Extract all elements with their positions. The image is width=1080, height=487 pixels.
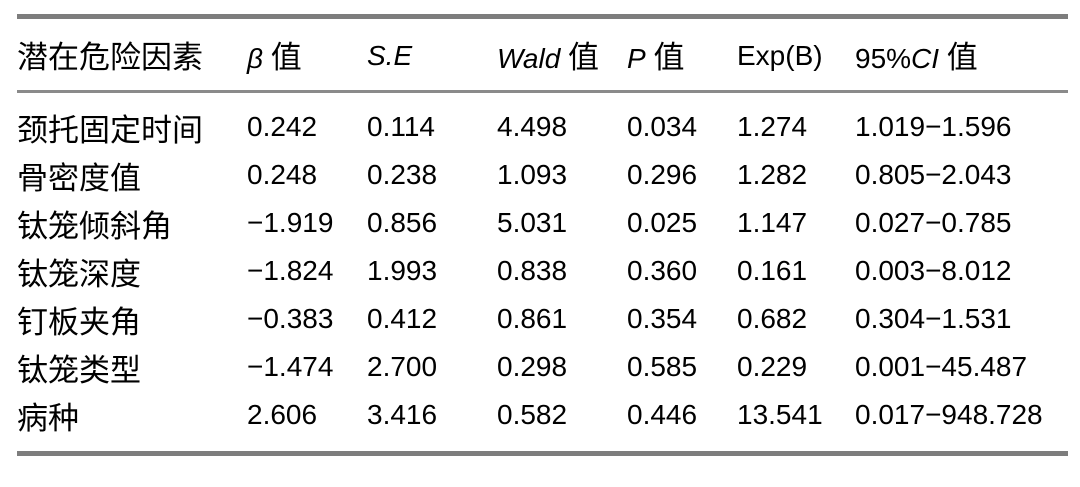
cell-ci: 0.304−1.531 xyxy=(855,303,1012,334)
header-cell-ci: 95%CI 值 xyxy=(855,32,1068,77)
header-text-suffix: 值 xyxy=(560,40,600,75)
cell-wald: 0.582 xyxy=(497,399,568,430)
table-header-row: 潜在危险因素 β 值 S.E Wald 值 P 值 Exp(B) 95%CI 值 xyxy=(17,19,1068,93)
cell-p: 0.360 xyxy=(627,255,698,286)
header-text-italic: P xyxy=(627,43,646,74)
cell-wald: 0.298 xyxy=(497,351,568,382)
cell-risk-factor: 钛笼类型 xyxy=(17,352,141,388)
cell-expb: 13.541 xyxy=(737,399,823,430)
cell-beta: −1.824 xyxy=(247,255,334,286)
header-cell-beta: β 值 xyxy=(247,32,367,77)
header-text: Exp(B) xyxy=(737,39,823,71)
cell-expb: 1.147 xyxy=(737,207,808,238)
cell-risk-factor: 钛笼倾斜角 xyxy=(17,208,172,244)
header-text: 潜在危险因素 xyxy=(17,40,203,75)
cell-wald: 0.838 xyxy=(497,255,568,286)
regression-results-table: 潜在危险因素 β 值 S.E Wald 值 P 值 Exp(B) 95%CI 值… xyxy=(17,14,1068,456)
table-row: 钛笼深度 −1.824 1.993 0.838 0.360 0.161 0.00… xyxy=(17,247,1068,295)
cell-wald: 1.093 xyxy=(497,159,568,190)
header-cell-risk-factor: 潜在危险因素 xyxy=(17,32,247,77)
cell-se: 0.856 xyxy=(367,207,438,238)
cell-se: 1.993 xyxy=(367,255,438,286)
cell-expb: 0.229 xyxy=(737,351,808,382)
cell-wald: 4.498 xyxy=(497,111,568,142)
cell-beta: −1.919 xyxy=(247,207,334,238)
cell-expb: 1.282 xyxy=(737,159,808,190)
table-row: 钉板夹角 −0.383 0.412 0.861 0.354 0.682 0.30… xyxy=(17,295,1068,343)
table-row: 病种 2.606 3.416 0.582 0.446 13.541 0.017−… xyxy=(17,391,1068,439)
cell-se: 2.700 xyxy=(367,351,438,382)
cell-p: 0.025 xyxy=(627,207,698,238)
table-body: 颈托固定时间 0.242 0.114 4.498 0.034 1.274 1.0… xyxy=(17,93,1068,451)
cell-beta: 2.606 xyxy=(247,399,318,430)
header-text-italic: β xyxy=(247,43,263,74)
cell-expb: 0.682 xyxy=(737,303,808,334)
cell-ci: 0.001−45.487 xyxy=(855,351,1028,382)
header-text-suffix: 值 xyxy=(939,40,978,75)
cell-risk-factor: 病种 xyxy=(17,400,79,436)
table-row: 钛笼类型 −1.474 2.700 0.298 0.585 0.229 0.00… xyxy=(17,343,1068,391)
cell-beta: 0.242 xyxy=(247,111,318,142)
cell-se: 3.416 xyxy=(367,399,438,430)
cell-expb: 0.161 xyxy=(737,255,808,286)
cell-beta: −0.383 xyxy=(247,303,334,334)
cell-ci: 0.027−0.785 xyxy=(855,207,1012,238)
cell-p: 0.354 xyxy=(627,303,698,334)
header-cell-p: P 值 xyxy=(627,32,737,77)
table-row: 骨密度值 0.248 0.238 1.093 0.296 1.282 0.805… xyxy=(17,151,1068,199)
cell-risk-factor: 颈托固定时间 xyxy=(17,112,203,148)
cell-p: 0.446 xyxy=(627,399,698,430)
table-row: 钛笼倾斜角 −1.919 0.856 5.031 0.025 1.147 0.0… xyxy=(17,199,1068,247)
cell-risk-factor: 骨密度值 xyxy=(17,160,141,196)
cell-ci: 1.019−1.596 xyxy=(855,111,1012,142)
cell-p: 0.034 xyxy=(627,111,698,142)
cell-ci: 0.805−2.043 xyxy=(855,159,1012,190)
cell-beta: 0.248 xyxy=(247,159,318,190)
header-text-italic: CI xyxy=(911,43,940,74)
cell-se: 0.238 xyxy=(367,159,438,190)
header-cell-wald: Wald 值 xyxy=(497,32,627,77)
header-text-suffix: 值 xyxy=(645,40,685,75)
cell-se: 0.412 xyxy=(367,303,438,334)
cell-ci: 0.017−948.728 xyxy=(855,399,1043,430)
header-cell-se: S.E xyxy=(367,37,497,73)
header-text-italic: S.E xyxy=(367,39,413,71)
header-text-suffix: 值 xyxy=(263,40,302,75)
header-text-italic: Wald xyxy=(497,43,561,74)
cell-ci: 0.003−8.012 xyxy=(855,255,1012,286)
header-cell-expb: Exp(B) xyxy=(737,37,855,73)
cell-p: 0.296 xyxy=(627,159,698,190)
cell-wald: 0.861 xyxy=(497,303,568,334)
table-row: 颈托固定时间 0.242 0.114 4.498 0.034 1.274 1.0… xyxy=(17,103,1068,151)
cell-se: 0.114 xyxy=(367,111,435,142)
cell-p: 0.585 xyxy=(627,351,698,382)
cell-expb: 1.274 xyxy=(737,111,808,142)
cell-risk-factor: 钛笼深度 xyxy=(17,256,141,292)
cell-wald: 5.031 xyxy=(497,207,568,238)
cell-risk-factor: 钉板夹角 xyxy=(17,304,141,340)
header-text: 95% xyxy=(855,43,912,74)
cell-beta: −1.474 xyxy=(247,351,334,382)
